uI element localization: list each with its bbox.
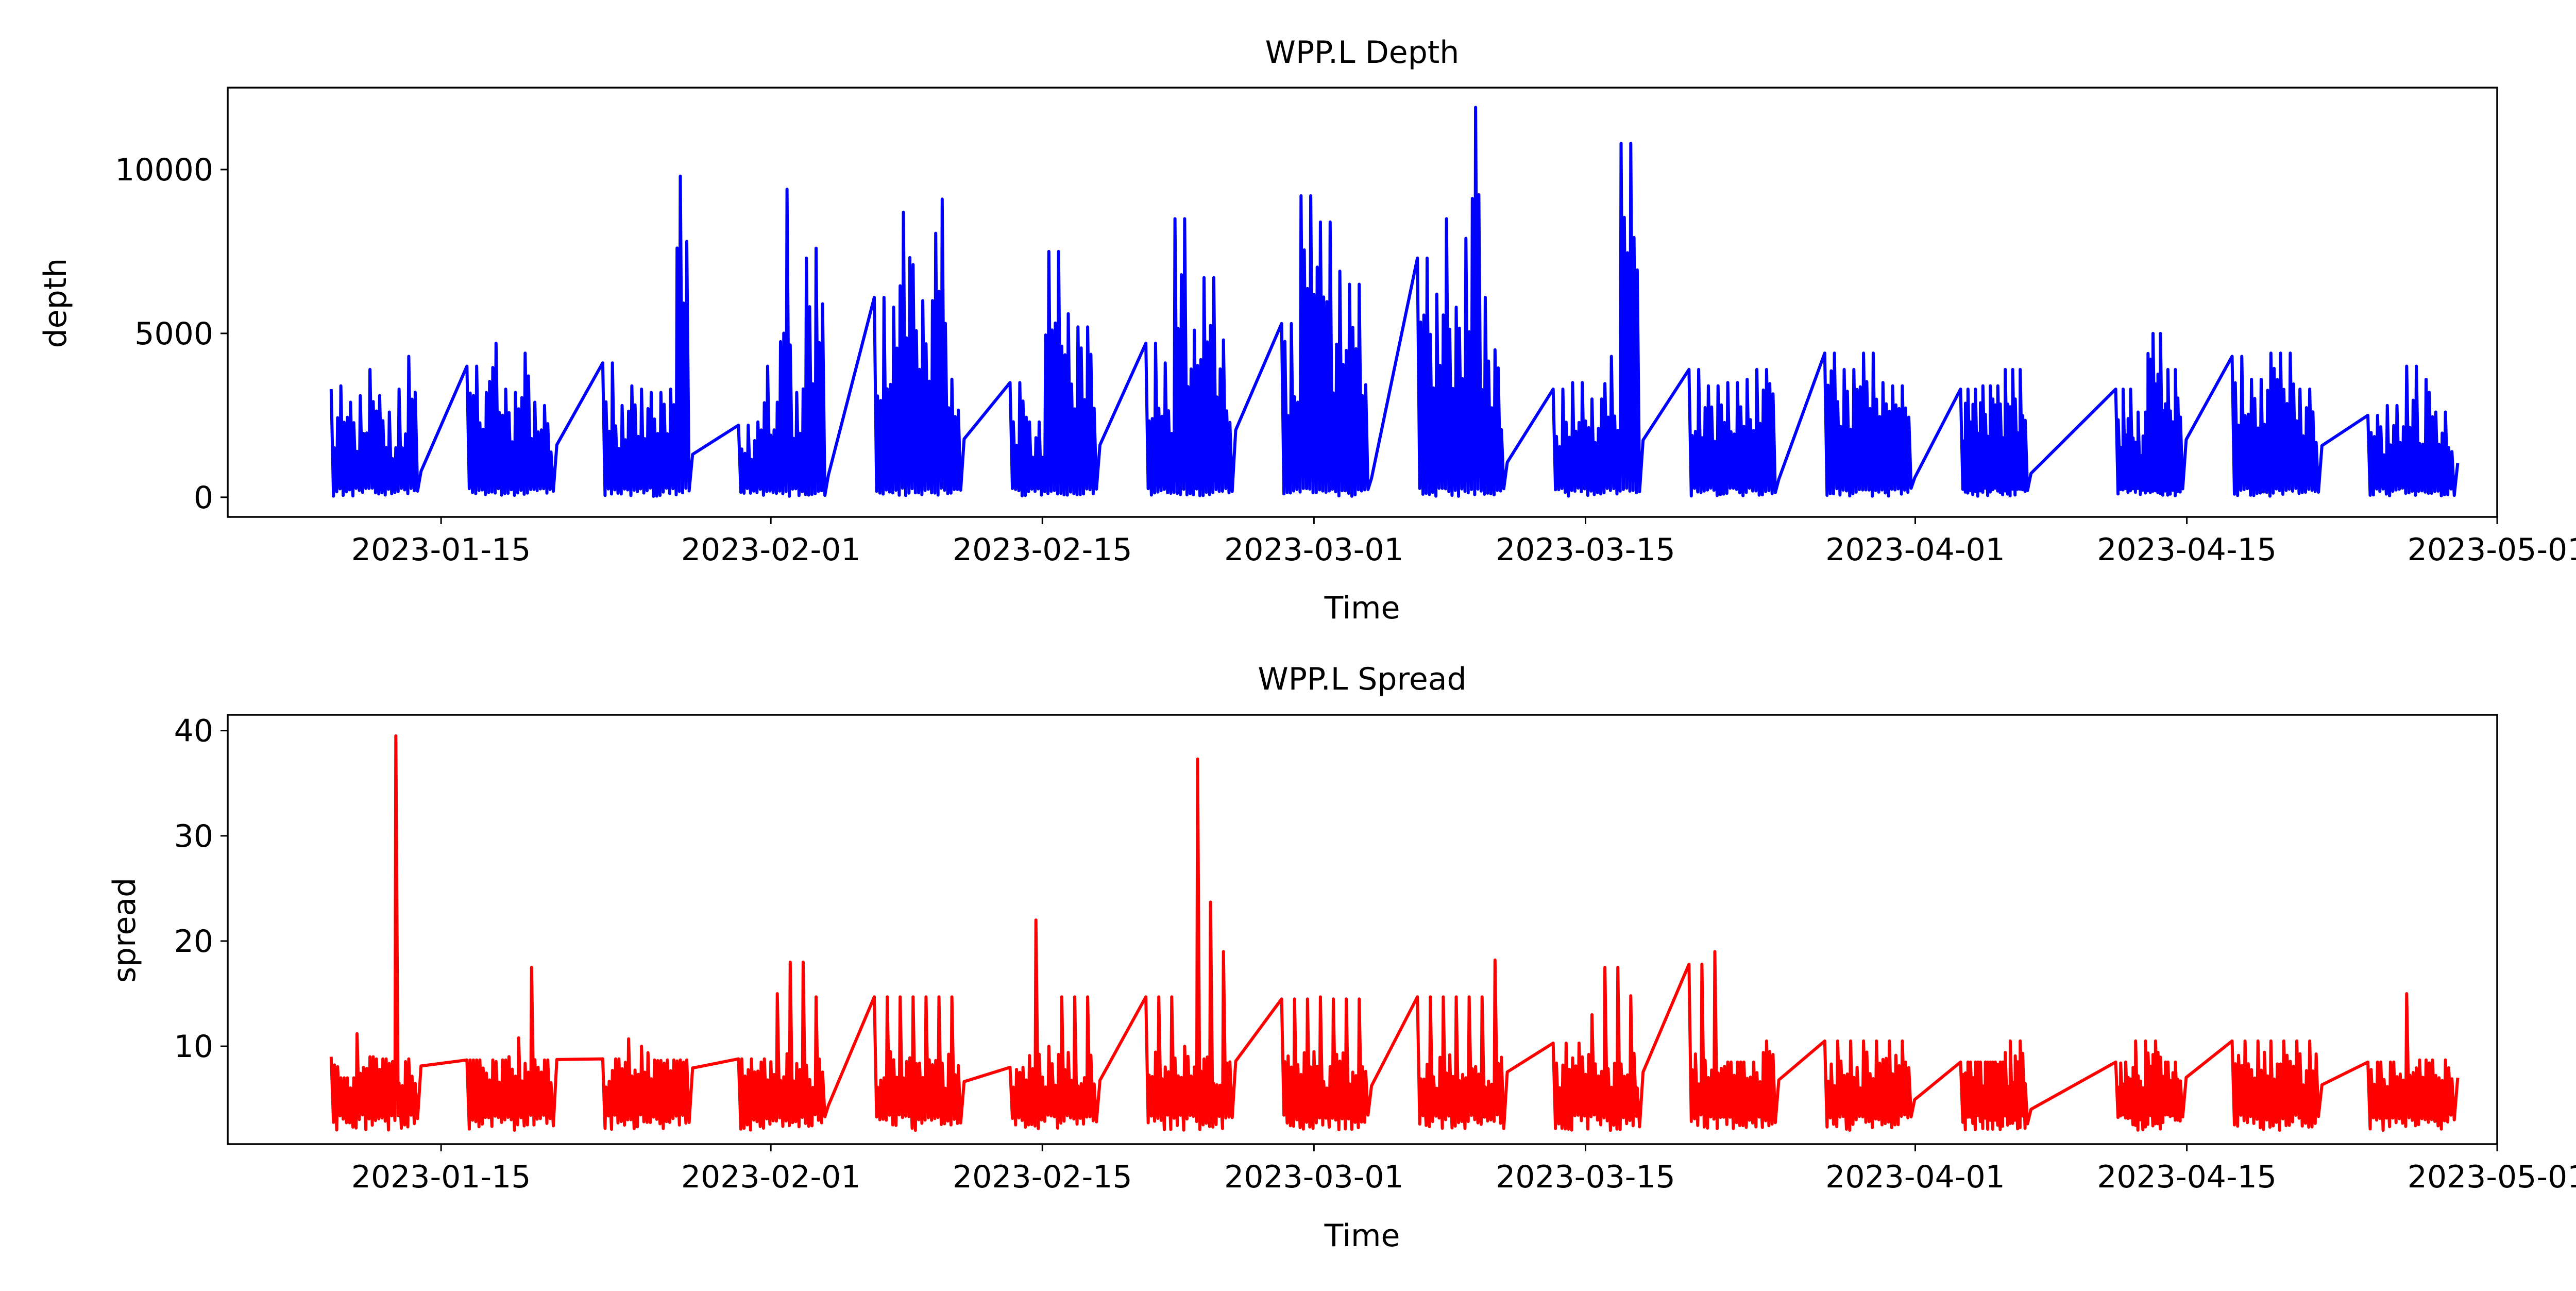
- spread-x-tick-label: 2023-03-15: [1496, 1159, 1675, 1195]
- depth-x-axis-label: Time: [1324, 590, 1400, 626]
- depth-x-tick-label: 2023-03-01: [1224, 532, 1404, 568]
- depth-axis-ticks: 2023-01-15 2023-02-01 2023-02-15 2023-03-01…: [115, 152, 2576, 568]
- spread-y-tick-label: 30: [174, 818, 213, 854]
- spread-x-tick-label: 2023-02-15: [953, 1159, 1132, 1195]
- spread-series: [329, 734, 2460, 1132]
- depth-x-tick-label: 2023-04-01: [1825, 532, 2005, 568]
- spread-chart-title: WPP.L Spread: [1258, 661, 1466, 697]
- spread-x-axis-label: Time: [1324, 1218, 1400, 1254]
- depth-y-tick-label: 5000: [134, 316, 213, 352]
- depth-panel: WPP.L Depth 2023-01-15 2023-02-01 2023-02-…: [38, 35, 2576, 626]
- spread-x-tick-label: 2023-03-01: [1224, 1159, 1404, 1195]
- spread-plot-frame: [227, 714, 2498, 1145]
- spread-axis-ticks: 2023-01-15 2023-02-01 2023-02-15 2023-03-01…: [174, 713, 2576, 1195]
- depth-y-tick-label: 10000: [115, 152, 213, 188]
- spread-x-tick-label: 2023-02-01: [681, 1159, 861, 1195]
- depth-y-axis-label: depth: [38, 258, 74, 348]
- depth-x-tick-label: 2023-02-01: [681, 532, 861, 568]
- spread-y-tick-label: 10: [174, 1029, 213, 1065]
- depth-chart-title: WPP.L Depth: [1265, 35, 1460, 71]
- depth-series: [329, 106, 2460, 498]
- depth-y-tick-label: 0: [194, 480, 213, 516]
- depth-x-tick-label: 2023-03-15: [1496, 532, 1675, 568]
- depth-x-tick-label: 2023-02-15: [953, 532, 1132, 568]
- spread-series-line: [329, 734, 2460, 1132]
- spread-panel: WPP.L Spread 2023-01-15 2023-02-01 2023-02…: [107, 661, 2576, 1254]
- spread-x-tick-label: 2023-04-15: [2097, 1159, 2277, 1195]
- spread-x-tick-label: 2023-01-15: [351, 1159, 531, 1195]
- depth-plot-frame: [227, 87, 2498, 518]
- spread-x-tick-label: 2023-05-01: [2408, 1159, 2576, 1195]
- depth-x-tick-label: 2023-05-01: [2408, 532, 2576, 568]
- depth-x-tick-label: 2023-01-15: [351, 532, 531, 568]
- depth-series-line: [329, 106, 2460, 498]
- spread-y-axis-label: spread: [107, 878, 143, 983]
- depth-x-tick-label: 2023-04-15: [2097, 532, 2277, 568]
- spread-y-tick-label: 20: [174, 924, 213, 960]
- spread-y-tick-label: 40: [174, 713, 213, 749]
- spread-x-tick-label: 2023-04-01: [1825, 1159, 2005, 1195]
